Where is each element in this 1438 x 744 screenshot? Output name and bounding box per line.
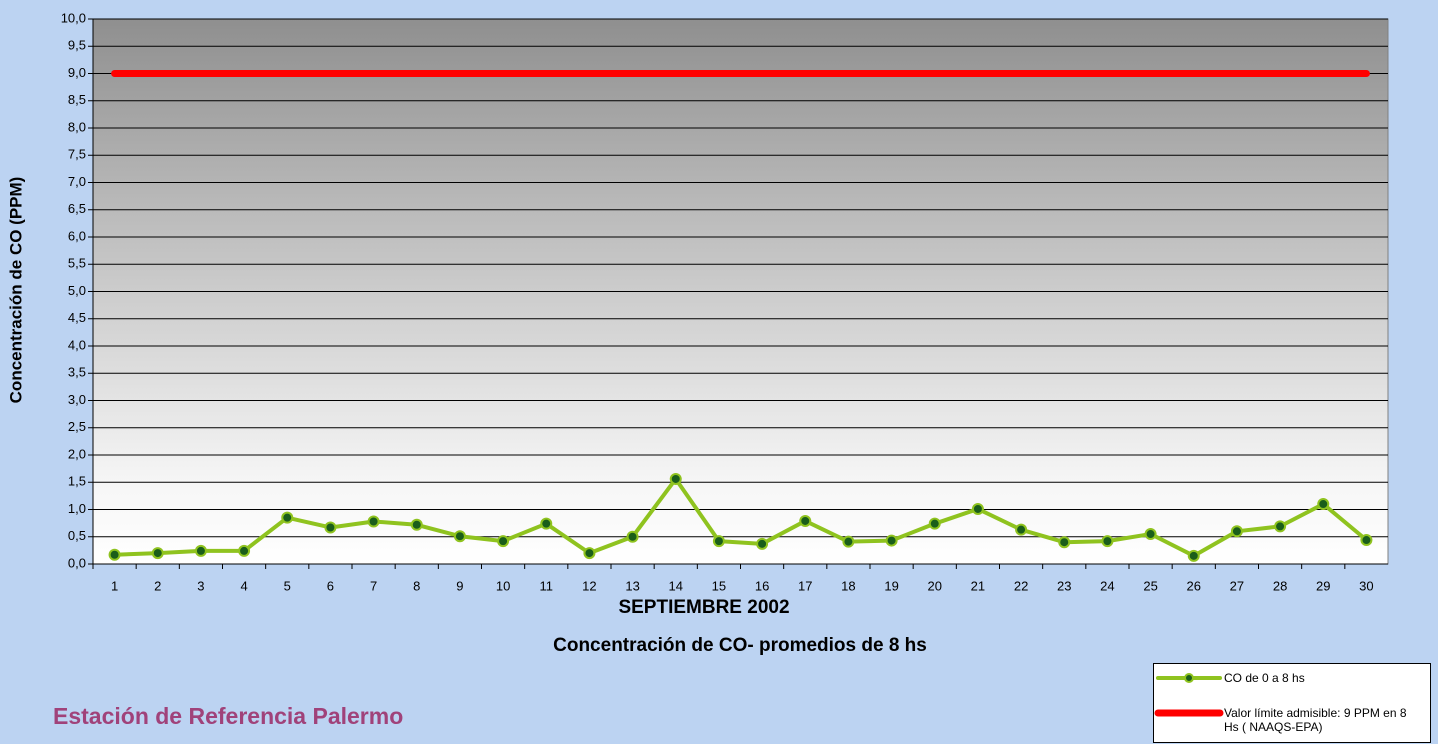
y-tick-label: 9,0 xyxy=(68,65,86,80)
point xyxy=(1230,525,1243,538)
point xyxy=(626,530,639,543)
x-tick-label: 10 xyxy=(496,578,510,593)
legend: CO de 0 a 8 hs Valor límite admisible: 9 … xyxy=(1153,663,1431,743)
y-tick-label: 10,0 xyxy=(61,10,86,25)
x-tick-label: 8 xyxy=(413,578,420,593)
y-tick-label: 7,0 xyxy=(68,174,86,189)
x-tick-label: 25 xyxy=(1143,578,1157,593)
x-tick-label: 24 xyxy=(1100,578,1114,593)
x-tick-label: 7 xyxy=(370,578,377,593)
legend-item: Valor límite admisible: 9 PPM en 8 Hs ( … xyxy=(1154,706,1424,734)
y-tick-label: 5,0 xyxy=(68,283,86,298)
x-tick-label: 18 xyxy=(841,578,855,593)
point xyxy=(151,547,164,560)
x-tick-label: 21 xyxy=(971,578,985,593)
x-tick-label: 27 xyxy=(1230,578,1244,593)
point xyxy=(453,530,466,543)
point xyxy=(108,548,121,561)
x-tick-label: 15 xyxy=(712,578,726,593)
point xyxy=(1317,498,1330,511)
y-tick-label: 7,5 xyxy=(68,147,86,162)
point xyxy=(756,537,769,550)
y-tick-label: 6,0 xyxy=(68,228,86,243)
y-tick-label: 8,0 xyxy=(68,119,86,134)
x-tick-label: 1 xyxy=(111,578,118,593)
x-tick-label: 30 xyxy=(1359,578,1373,593)
point xyxy=(583,547,596,560)
subtitle: Concentración de CO- promedios de 8 hs xyxy=(553,635,927,656)
y-tick-label: 5,5 xyxy=(68,256,86,271)
point xyxy=(1015,523,1028,536)
x-tick-label: 4 xyxy=(240,578,247,593)
x-tick-label: 22 xyxy=(1014,578,1028,593)
x-tick-label: 6 xyxy=(327,578,334,593)
y-tick-label: 6,5 xyxy=(68,201,86,216)
x-axis-label: SEPTIEMBRE 2002 xyxy=(618,597,789,618)
point xyxy=(799,514,812,527)
point xyxy=(1058,536,1071,549)
legend-label: CO de 0 a 8 hs xyxy=(1224,671,1305,685)
x-tick-label: 28 xyxy=(1273,578,1287,593)
x-tick-label: 3 xyxy=(197,578,204,593)
point xyxy=(367,515,380,528)
point xyxy=(281,511,294,524)
legend-symbol xyxy=(1156,673,1222,683)
point xyxy=(1101,535,1114,548)
y-tick-label: 1,0 xyxy=(68,501,86,516)
point xyxy=(842,535,855,548)
point xyxy=(238,544,251,557)
x-tick-label: 13 xyxy=(625,578,639,593)
point xyxy=(712,535,725,548)
x-tick-label: 2 xyxy=(154,578,161,593)
x-tick-label: 5 xyxy=(284,578,291,593)
point xyxy=(324,521,337,534)
legend-item: CO de 0 a 8 hs xyxy=(1154,671,1424,685)
x-tick-label: 12 xyxy=(582,578,596,593)
point xyxy=(1360,534,1373,547)
y-tick-label: 2,5 xyxy=(68,419,86,434)
x-tick-label: 17 xyxy=(798,578,812,593)
x-tick-label: 9 xyxy=(456,578,463,593)
x-tick-label: 16 xyxy=(755,578,769,593)
y-tick-label: 2,0 xyxy=(68,446,86,461)
point xyxy=(1274,520,1287,533)
point xyxy=(1144,528,1157,541)
x-tick-label: 19 xyxy=(884,578,898,593)
y-tick-label: 0,0 xyxy=(68,555,86,570)
x-tick-label: 26 xyxy=(1187,578,1201,593)
point xyxy=(497,535,510,548)
series-line xyxy=(112,476,1369,558)
y-axis-label: Concentración de CO (PPM) xyxy=(6,177,25,404)
y-tick-label: 8,5 xyxy=(68,92,86,107)
legend-symbol xyxy=(1154,709,1224,717)
point xyxy=(1187,549,1200,562)
y-tick-label: 3,0 xyxy=(68,392,86,407)
x-tick-label: 29 xyxy=(1316,578,1330,593)
point xyxy=(885,534,898,547)
y-tick-label: 4,5 xyxy=(68,310,86,325)
y-tick-label: 3,5 xyxy=(68,365,86,380)
x-tick-label: 14 xyxy=(669,578,683,593)
x-tick-label: 11 xyxy=(540,578,554,593)
point xyxy=(540,517,553,530)
point xyxy=(928,517,941,530)
point xyxy=(669,472,682,485)
legend-marker xyxy=(1184,673,1194,683)
footer-title: Estación de Referencia Palermo xyxy=(53,703,403,729)
y-tick-label: 1,5 xyxy=(68,474,86,489)
y-tick-label: 4,0 xyxy=(68,337,86,352)
point xyxy=(410,518,423,531)
x-tick-label: 23 xyxy=(1057,578,1071,593)
y-tick-label: 0,5 xyxy=(68,528,86,543)
y-tick-label: 9,5 xyxy=(68,38,86,53)
legend-label: Valor límite admisible: 9 PPM en 8 Hs ( … xyxy=(1224,706,1407,734)
x-tick-label: 20 xyxy=(928,578,942,593)
point xyxy=(971,502,984,515)
point xyxy=(194,544,207,557)
